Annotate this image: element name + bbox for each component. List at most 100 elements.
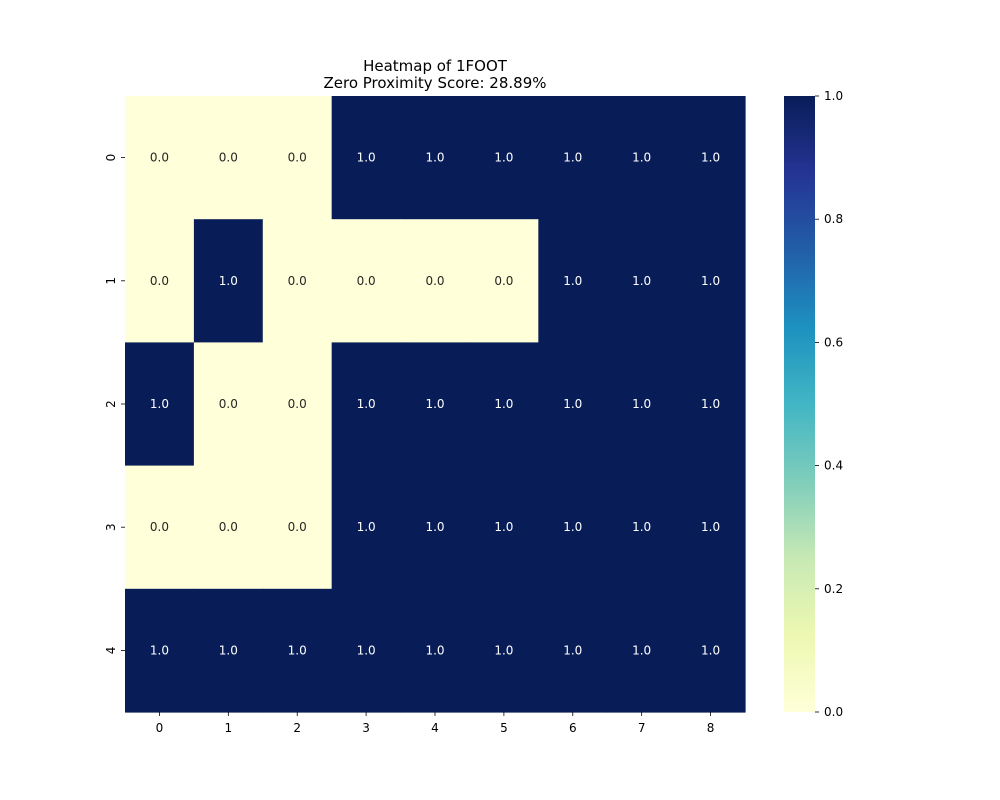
colorbar-tick-label: 0.0 [824,705,843,719]
heatmap-cell-label: 1.0 [701,151,720,165]
heatmap-cell [262,588,333,713]
heatmap-cell [676,219,746,343]
heatmap-cell-label: 1.0 [494,151,513,165]
heatmap-cell-label: 1.0 [701,274,720,288]
heatmap-cell-label: 1.0 [150,643,169,657]
heatmap-cell [676,588,746,713]
heatmap-cell-label: 0.0 [219,520,238,534]
heatmap-cell-label: 1.0 [425,520,444,534]
heatmap-cell-label: 1.0 [494,397,513,411]
heatmap-cell [193,588,264,713]
heatmap-cell-label: 1.0 [632,520,651,534]
heatmap-cell-label: 1.0 [288,643,307,657]
heatmap-cell-label: 1.0 [632,643,651,657]
heatmap-cell [193,465,264,590]
heatmap-cell-label: 0.0 [494,274,513,288]
heatmap-cell-label: 1.0 [563,397,582,411]
heatmap-cell [331,342,402,467]
heatmap-cell [125,465,195,590]
colorbar-tick-label: 1.0 [824,89,843,103]
heatmap-cell-label: 1.0 [219,643,238,657]
colorbar-ticks: 0.0 0.2 0.4 0.6 0.8 1.0 [815,89,843,719]
x-tick-label: 4 [431,721,439,735]
heatmap-cell-label: 0.0 [288,397,307,411]
heatmap-cell [331,465,402,590]
heatmap-cell [262,96,333,220]
heatmap-cell-label: 1.0 [219,274,238,288]
heatmap-cell [538,465,608,590]
heatmap-cell-label: 1.0 [563,520,582,534]
x-tick-label: 5 [500,721,508,735]
y-axis: 0 1 2 3 4 [104,154,125,654]
heatmap-cell [400,588,471,713]
heatmap-cell [469,219,539,343]
heatmap-cell [469,588,539,713]
heatmap-cell [400,96,471,220]
x-tick-label: 7 [638,721,646,735]
heatmap-cell [676,96,746,220]
x-tick-label: 3 [362,721,370,735]
x-tick-label: 6 [569,721,577,735]
heatmap-cell-label: 1.0 [701,397,720,411]
heatmap-cell [262,342,333,467]
colorbar: 0.0 0.2 0.4 0.6 0.8 1.0 [784,89,843,719]
heatmap-cell-label: 0.0 [150,274,169,288]
heatmap-cell [469,465,539,590]
heatmap-cell-label: 0.0 [288,520,307,534]
y-tick-label: 1 [104,277,118,285]
heatmap-cell-label: 0.0 [425,274,444,288]
x-tick-label: 2 [293,721,301,735]
heatmap-cell-label: 1.0 [494,643,513,657]
heatmap-cell-label: 1.0 [425,397,444,411]
y-tick-label: 2 [104,400,118,408]
heatmap-cell [607,96,677,220]
colorbar-tick-label: 0.6 [824,335,843,349]
heatmap-cell [400,342,471,467]
colorbar-tick-label: 0.2 [824,582,843,596]
heatmap-cell-label: 1.0 [632,397,651,411]
heatmap-cell [331,96,402,220]
heatmap-cell [607,219,677,343]
heatmap-cell [331,219,402,343]
heatmap-cell [193,342,264,467]
heatmap-cell-label: 1.0 [632,151,651,165]
heatmap-cell-label: 1.0 [357,397,376,411]
heatmap-cell [193,219,264,343]
heatmap-cell [262,465,333,590]
heatmap-cell-label: 1.0 [150,397,169,411]
y-tick-label: 3 [104,523,118,531]
heatmap-cell-label: 1.0 [632,274,651,288]
y-tick-label: 4 [104,647,118,655]
heatmap-cell [125,219,195,343]
chart-title-line-2: Zero Proximity Score: 28.89% [323,74,546,92]
heatmap-cell-label: 0.0 [357,274,376,288]
heatmap-cell-label: 0.0 [288,151,307,165]
heatmap-cell [331,588,402,713]
heatmap-cell [538,219,608,343]
heatmap-cell-label: 1.0 [701,643,720,657]
heatmap-cell [125,342,195,467]
heatmap-cell-labels: 0.0 0.0 0.0 1.0 1.0 1.0 1.0 1.0 1.0 0.0 1.0 0.0 0.0 0… [150,151,720,658]
heatmap-cell [400,219,471,343]
x-tick-label: 1 [225,721,233,735]
heatmap-cell-label: 1.0 [357,151,376,165]
heatmap-cell-label: 0.0 [219,397,238,411]
heatmap-cell [607,465,677,590]
heatmap-cell-label: 0.0 [150,151,169,165]
heatmap-cell-label: 1.0 [357,520,376,534]
heatmap-cell [538,342,608,467]
heatmap-cell [400,465,471,590]
colorbar-gradient [784,96,815,712]
colorbar-tick-label: 0.8 [824,212,843,226]
heatmap-cell-label: 1.0 [701,520,720,534]
chart-title-line-1: Heatmap of 1FOOT [363,57,508,75]
heatmap-cell-label: 1.0 [563,151,582,165]
heatmap-cell [193,96,264,220]
heatmap-cell-label: 0.0 [219,151,238,165]
heatmap-cell [469,342,539,467]
heatmap-cell-label: 1.0 [425,151,444,165]
x-axis: 0 1 2 3 4 5 6 7 8 [156,712,714,735]
heatmap-cell-label: 1.0 [563,274,582,288]
